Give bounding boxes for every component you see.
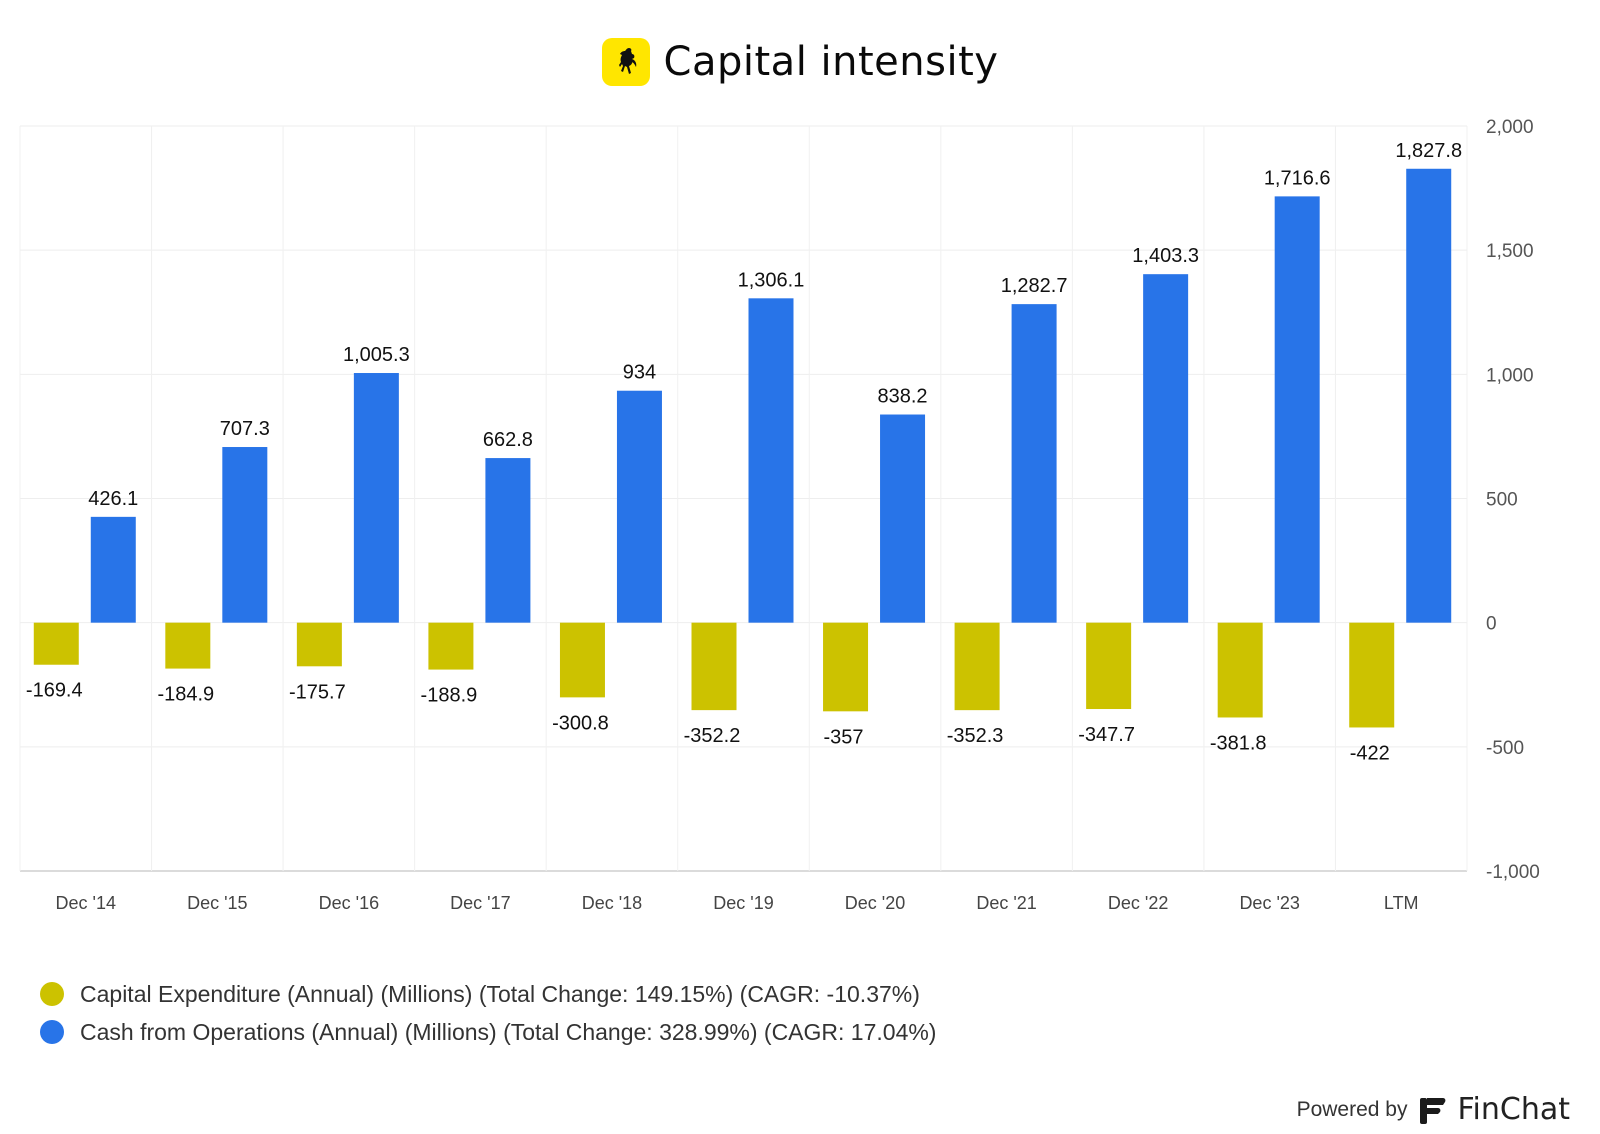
bar-capex[interactable] (1349, 622, 1395, 728)
data-label-capex: -300.8 (552, 712, 609, 734)
bar-cfo[interactable] (748, 298, 794, 623)
bar-capex[interactable] (823, 622, 869, 712)
bar-capex[interactable] (954, 622, 1000, 711)
x-tick-label: Dec '18 (582, 893, 642, 913)
bar-cfo[interactable] (1011, 304, 1057, 623)
data-label-capex: -357 (824, 726, 864, 748)
data-label-cfo: 1,827.8 (1395, 140, 1462, 162)
legend-label-cfo: Cash from Operations (Annual) (Millions)… (80, 1018, 937, 1045)
bar-capex[interactable] (296, 622, 342, 667)
y-tick-label: 1,000 (1486, 365, 1534, 386)
bar-capex[interactable] (1086, 622, 1132, 710)
brand-name: FinChat (1457, 1092, 1570, 1127)
data-label-cfo: 1,306.1 (738, 269, 805, 291)
data-label-capex: -169.4 (26, 680, 83, 702)
y-tick-label: 0 (1486, 614, 1497, 635)
y-tick-label: 2,000 (1486, 117, 1534, 138)
x-tick-label: Dec '21 (976, 893, 1036, 913)
bar-capex[interactable] (428, 622, 474, 670)
brand[interactable]: FinChat (1417, 1092, 1570, 1127)
y-tick-label: -500 (1486, 738, 1524, 759)
bar-capex[interactable] (165, 622, 211, 669)
data-label-capex: -352.3 (947, 725, 1004, 747)
x-tick-label: Dec '14 (56, 893, 116, 913)
x-tick-label: LTM (1384, 893, 1419, 913)
bar-cfo[interactable] (1406, 168, 1452, 623)
x-tick-label: Dec '15 (187, 893, 247, 913)
bar-cfo[interactable] (90, 516, 136, 623)
data-label-cfo: 662.8 (483, 429, 533, 451)
data-label-cfo: 838.2 (878, 386, 928, 408)
bar-cfo[interactable] (1274, 196, 1320, 623)
bar-cfo[interactable] (353, 373, 399, 623)
y-tick-label: 1,500 (1486, 241, 1534, 262)
data-label-capex: -188.9 (421, 685, 478, 707)
footer-attribution: Powered by FinChat (1297, 1092, 1570, 1127)
chart-title: Capital intensity (663, 39, 999, 85)
data-label-capex: -352.2 (684, 725, 741, 747)
bar-capex[interactable] (1217, 622, 1263, 718)
bar-cfo[interactable] (222, 447, 268, 623)
x-tick-label: Dec '17 (450, 893, 510, 913)
bar-cfo[interactable] (485, 458, 531, 623)
bar-cfo[interactable] (1143, 274, 1189, 623)
prancing-horse-icon (601, 38, 650, 86)
legend-swatch-capex (40, 982, 64, 1006)
data-label-cfo: 1,282.7 (1001, 275, 1068, 297)
x-tick-label: Dec '23 (1239, 893, 1299, 913)
chart-header: Capital intensity (0, 36, 1600, 88)
bar-chart: 2,000 1,500 1,000 500 0 -500 -1,000 Dec '14 -169… (19, 117, 1540, 913)
data-label-cfo: 707.3 (220, 418, 270, 440)
x-tick-label: Dec '20 (845, 893, 905, 913)
data-label-capex: -422 (1350, 742, 1390, 764)
bar-capex[interactable] (559, 622, 605, 698)
bar-capex[interactable] (33, 622, 79, 665)
legend-item-capex[interactable]: Capital Expenditure (Annual) (Millions) … (40, 975, 936, 1013)
data-label-capex: -184.9 (157, 684, 214, 706)
data-label-cfo: 1,005.3 (343, 344, 410, 366)
x-tick-label: Dec '19 (713, 893, 773, 913)
y-tick-label: 500 (1486, 490, 1518, 511)
powered-by-label: Powered by (1296, 1097, 1408, 1121)
data-label-cfo: 934 (623, 362, 656, 384)
data-label-capex: -381.8 (1210, 732, 1267, 754)
data-label-capex: -347.7 (1078, 724, 1135, 746)
bar-cfo[interactable] (880, 414, 926, 623)
legend-swatch-cfo (40, 1020, 64, 1044)
legend-item-cfo[interactable]: Cash from Operations (Annual) (Millions)… (40, 1013, 936, 1051)
data-label-capex: -175.7 (289, 681, 346, 703)
data-label-cfo: 1,716.6 (1264, 167, 1331, 189)
y-tick-label: -1,000 (1486, 862, 1540, 883)
finchat-logo-icon (1420, 1097, 1446, 1124)
x-tick-label: Dec '16 (319, 893, 379, 913)
data-label-cfo: 426.1 (88, 488, 138, 510)
bar-capex[interactable] (691, 622, 737, 711)
bar-cfo[interactable] (616, 390, 662, 623)
x-tick-label: Dec '22 (1108, 893, 1168, 913)
chart-legend: Capital Expenditure (Annual) (Millions) … (40, 975, 936, 1051)
legend-label-capex: Capital Expenditure (Annual) (Millions) … (80, 980, 920, 1007)
data-label-cfo: 1,403.3 (1132, 245, 1199, 267)
